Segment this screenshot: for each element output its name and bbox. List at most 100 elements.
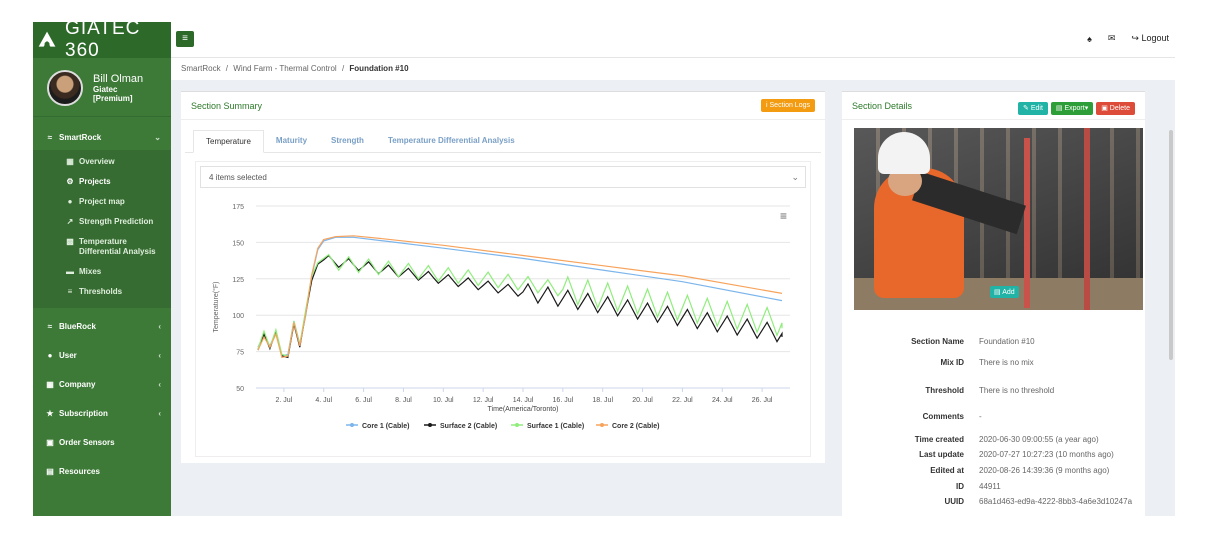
grid-icon: ▦: [66, 157, 74, 166]
sidebar-item-label: Overview: [79, 157, 115, 166]
legend-item: Surface 1 (Cable): [527, 423, 584, 430]
bell-icon[interactable]: ♠: [1087, 33, 1092, 44]
topbar: ≡ ♠ ✉ ↪ Logout: [171, 22, 1175, 58]
y-tick-label: 125: [232, 277, 244, 284]
section-details-panel: Section Details ✎ Edit ▤ Export▾ ▣ Delete …: [842, 91, 1145, 516]
detail-key: Last update: [919, 450, 964, 459]
tab-maturity[interactable]: Maturity: [275, 136, 308, 145]
sidebar-section-user[interactable]: ● User ‹: [33, 343, 171, 368]
user-icon: ●: [47, 351, 53, 360]
x-tick-label: 26. Jul: [752, 397, 773, 404]
x-tick-label: 16. Jul: [553, 397, 574, 404]
export-icon: ▤: [1055, 104, 1065, 112]
logout-label: Logout: [1141, 33, 1169, 43]
chevron-left-icon: ‹: [158, 380, 161, 389]
edit-button[interactable]: ✎ Edit: [1018, 101, 1048, 115]
x-tick-label: 10. Jul: [433, 397, 454, 404]
y-tick-label: 175: [232, 204, 244, 211]
add-photo-button[interactable]: ▤ Add: [990, 286, 1019, 298]
detail-value: 2020-07-27 10:27:23 (10 months ago): [979, 450, 1114, 459]
line-chart-icon: ↗: [66, 217, 74, 226]
sidebar-item-label: Mixes: [79, 267, 102, 276]
sidebar-item-mixes[interactable]: ▬ Mixes: [33, 262, 171, 282]
user-company: Giatec: [93, 85, 118, 94]
chart-menu-icon[interactable]: ≡: [780, 209, 787, 223]
export-label: Export: [1064, 104, 1085, 112]
section-logs-button[interactable]: i Section Logs: [761, 99, 815, 112]
sidebar-section-label: Company: [59, 380, 96, 389]
detail-value: Foundation #10: [979, 337, 1035, 346]
chevron-left-icon: ‹: [158, 351, 161, 360]
detail-value: -: [979, 412, 982, 421]
sidebar-item-strength-prediction[interactable]: ↗ Strength Prediction: [33, 212, 171, 232]
sidebar-item-temperature-differential[interactable]: ▩ Temperature Differential Analysis: [33, 232, 171, 262]
y-tick-label: 75: [236, 350, 244, 357]
avatar[interactable]: [47, 70, 83, 106]
sidebar-section-label: BlueRock: [59, 322, 96, 331]
breadcrumb-item[interactable]: Wind Farm - Thermal Control: [233, 64, 337, 73]
sidebar-section-label: Resources: [59, 467, 100, 476]
legend-marker: [600, 423, 604, 427]
image-icon: ▤: [994, 289, 1003, 296]
export-button[interactable]: ▤ Export▾: [1050, 101, 1094, 115]
delete-button[interactable]: ▣ Delete: [1096, 101, 1135, 115]
user-plan: [Premium]: [93, 94, 133, 103]
legend-item: Surface 2 (Cable): [440, 423, 497, 430]
logo-text: GIATEC 360: [65, 22, 141, 61]
star-icon: ★: [46, 409, 54, 418]
sidebar-menu: ≈ SmartRock ⌄ ▦ Overview ⚙ Projects ● Projec…: [33, 117, 171, 484]
temperature-chart: 50 75 100 125 150 175 2. Jul 4. Jul 6. Jul 8. Jul…: [212, 204, 790, 430]
section-logs-label: Section Logs: [769, 102, 810, 109]
x-tick-label: 20. Jul: [632, 397, 653, 404]
y-tick-label: 50: [236, 386, 244, 393]
sidebar-item-label: Projects: [79, 177, 111, 186]
tab-temperature[interactable]: Temperature: [193, 130, 264, 153]
breadcrumb-item[interactable]: SmartRock: [181, 64, 221, 73]
logo[interactable]: GIATEC 360: [33, 22, 171, 61]
detail-value: 2020-08-26 14:39:36 (9 months ago): [979, 466, 1110, 475]
edit-label: Edit: [1030, 104, 1043, 112]
x-axis-title: Time(America/Toronto): [488, 406, 559, 413]
y-tick-label: 150: [232, 240, 244, 247]
detail-value: 44911: [979, 482, 1001, 491]
sidebar-item-project-map[interactable]: ● Project map: [33, 192, 171, 212]
sidebar-item-projects[interactable]: ⚙ Projects: [33, 172, 171, 192]
scrollbar[interactable]: [1169, 130, 1173, 360]
globe-icon: ●: [67, 197, 73, 206]
x-tick-label: 2. Jul: [276, 397, 293, 404]
section-photo: [854, 128, 1143, 310]
detail-key: ID: [956, 482, 964, 491]
sidebar-section-bluerock[interactable]: ≈ BlueRock ‹: [33, 314, 171, 339]
sidebar-section-order-sensors[interactable]: ▣ Order Sensors: [33, 430, 171, 455]
series-select[interactable]: 4 items selected ⌄: [200, 166, 806, 188]
section-summary-panel: Section Summary i Section Logs Temperatu…: [181, 91, 825, 463]
sidebar-item-thresholds[interactable]: ≡ Thresholds: [33, 282, 171, 302]
logout-link[interactable]: ↪ Logout: [1131, 33, 1169, 44]
x-tick-label: 18. Jul: [592, 397, 613, 404]
megaphone-icon[interactable]: ✉: [1107, 33, 1116, 43]
x-tick-label: 6. Jul: [355, 397, 372, 404]
sidebar-section-resources[interactable]: ▤ Resources: [33, 459, 171, 484]
breadcrumb-current: Foundation #10: [349, 64, 409, 73]
sidebar: GIATEC 360 Bill Olman Giatec [Premium] ≈…: [33, 22, 171, 516]
sidebar-section-label: User: [59, 351, 77, 360]
sidebar-item-label: Thresholds: [79, 287, 123, 296]
y-axis-title: Temperature(°F): [212, 281, 220, 332]
detail-value: 2020-06-30 09:00:55 (a year ago): [979, 435, 1099, 444]
sidebar-section-subscription[interactable]: ★ Subscription ‹: [33, 401, 171, 426]
sidebar-section-company[interactable]: ▦ Company ‹: [33, 372, 171, 397]
menu-toggle-button[interactable]: ≡: [176, 31, 194, 47]
sidebar-item-overview[interactable]: ▦ Overview: [33, 152, 171, 172]
user-name: Bill Olman: [93, 73, 144, 85]
hamburger-icon: ≡: [182, 33, 188, 44]
x-tick-label: 22. Jul: [672, 397, 693, 404]
trash-icon: ▣: [1101, 104, 1110, 112]
sidebar-section-smartrock[interactable]: ≈ SmartRock ⌄: [33, 125, 171, 150]
chevron-left-icon: ‹: [158, 322, 161, 331]
tab-temperature-differential[interactable]: Temperature Differential Analysis: [387, 136, 515, 145]
section-summary-title: Section Summary: [191, 100, 263, 111]
truck-icon: ▬: [66, 267, 74, 276]
breadcrumb-separator: /: [341, 64, 345, 73]
bar-chart-icon: ▩: [66, 237, 74, 246]
tab-strength[interactable]: Strength: [331, 136, 364, 145]
